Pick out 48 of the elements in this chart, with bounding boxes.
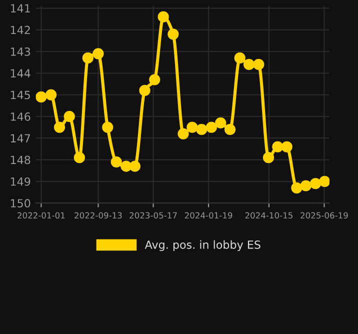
x-tick-label: 2024-01-19 <box>184 212 232 219</box>
point <box>224 124 236 135</box>
point <box>215 117 226 129</box>
point <box>272 141 284 152</box>
point <box>102 122 114 133</box>
point <box>186 122 198 133</box>
point <box>92 48 104 60</box>
x-tick-label: 2022-09-13 <box>74 212 122 219</box>
point <box>262 152 274 164</box>
point <box>196 124 208 135</box>
point <box>158 11 169 22</box>
point <box>253 58 264 70</box>
x-tick-label: 2022-01-01 <box>18 212 65 219</box>
x-tick-label: 2025-06-19 <box>300 212 348 219</box>
point <box>291 182 302 194</box>
point <box>234 52 246 64</box>
y-tick-label: 150 <box>10 199 30 208</box>
point <box>54 122 66 133</box>
point <box>281 141 292 152</box>
y-tick-label: 148 <box>10 156 30 164</box>
y-tick-label: 143 <box>10 47 30 56</box>
y-tick-label: 146 <box>10 112 30 121</box>
point <box>149 74 160 86</box>
y-tick-label: 142 <box>10 26 30 34</box>
point <box>300 180 312 192</box>
point <box>310 178 322 190</box>
point <box>178 128 189 140</box>
point <box>206 122 217 133</box>
y-tick-label: 147 <box>10 134 30 142</box>
point <box>36 91 47 103</box>
point <box>82 52 94 64</box>
x-tick-label: 2024-10-15 <box>245 212 292 219</box>
legend-label: Avg. pos. in lobby ES <box>144 240 260 252</box>
point <box>243 58 255 70</box>
x-tick-label: 2023-05-17 <box>130 212 177 219</box>
point <box>74 152 85 164</box>
y-tick-label: 144 <box>10 69 30 78</box>
point <box>168 28 179 40</box>
point <box>64 110 75 122</box>
point <box>120 160 132 172</box>
y-tick-label: 145 <box>10 90 30 100</box>
point <box>319 176 330 187</box>
y-tick-label: 141 <box>10 4 30 12</box>
point <box>129 160 140 172</box>
point <box>110 156 122 168</box>
y-tick-label: 149 <box>10 177 30 186</box>
point <box>45 89 57 100</box>
point <box>139 84 150 96</box>
